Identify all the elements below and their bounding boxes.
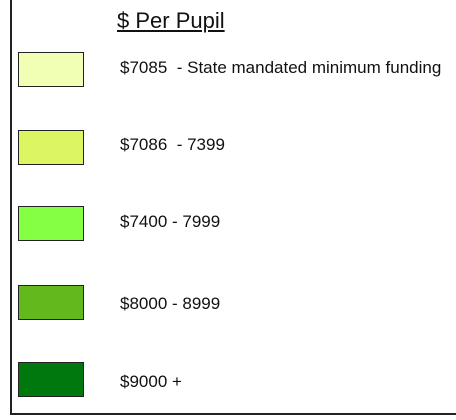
legend-label: $7085 - State mandated minimum funding — [120, 58, 442, 77]
legend-frame — [10, 0, 456, 415]
legend-label: $9000 + — [120, 372, 182, 391]
legend-swatch — [18, 285, 84, 320]
legend-label: $7400 - 7999 — [120, 212, 221, 231]
legend-swatch — [18, 362, 84, 397]
legend-label: $8000 - 8999 — [120, 294, 221, 313]
legend-swatch — [18, 52, 84, 87]
legend-title: $ Per Pupil — [117, 8, 225, 33]
legend-label: $7086 - 7399 — [120, 135, 225, 154]
legend-swatch — [18, 206, 84, 241]
legend-swatch — [18, 130, 84, 165]
